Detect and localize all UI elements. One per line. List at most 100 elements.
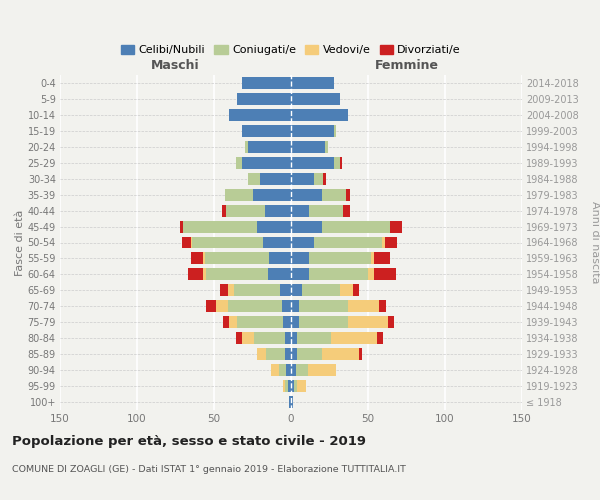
Bar — [229, 109, 291, 121]
Bar — [236, 332, 242, 344]
Bar — [205, 252, 269, 264]
Bar — [331, 332, 377, 344]
Bar — [323, 172, 326, 184]
Bar — [242, 157, 291, 168]
Bar — [271, 364, 278, 376]
Bar — [223, 316, 229, 328]
Bar — [385, 236, 397, 248]
Bar — [359, 348, 362, 360]
Bar — [257, 348, 266, 360]
Bar — [379, 300, 386, 312]
Bar — [193, 236, 263, 248]
Bar — [291, 77, 334, 89]
Bar — [283, 316, 291, 328]
Bar — [291, 141, 325, 153]
Bar — [183, 220, 257, 232]
Bar — [299, 300, 348, 312]
Y-axis label: Anni di nascita: Anni di nascita — [590, 201, 600, 284]
Bar — [203, 252, 205, 264]
Bar — [353, 284, 359, 296]
Bar — [257, 220, 291, 232]
Bar — [278, 364, 286, 376]
Bar — [388, 316, 394, 328]
Bar — [297, 380, 307, 392]
Bar — [348, 300, 379, 312]
Bar — [285, 348, 291, 360]
Legend: Celibi/Nubili, Coniugati/e, Vedovi/e, Divorziati/e: Celibi/Nubili, Coniugati/e, Vedovi/e, Di… — [116, 40, 466, 60]
Bar — [203, 268, 206, 280]
Bar — [310, 252, 371, 264]
Bar — [308, 364, 335, 376]
Bar — [291, 109, 348, 121]
Bar — [215, 300, 228, 312]
Bar — [291, 268, 310, 280]
Bar — [377, 332, 383, 344]
Bar — [340, 157, 342, 168]
Bar — [182, 236, 191, 248]
Text: COMUNE DI ZOAGLI (GE) - Dati ISTAT 1° gennaio 2019 - Elaborazione TUTTITALIA.IT: COMUNE DI ZOAGLI (GE) - Dati ISTAT 1° ge… — [12, 465, 406, 474]
Bar — [234, 284, 280, 296]
Bar — [291, 380, 294, 392]
Bar — [334, 157, 340, 168]
Bar — [291, 172, 314, 184]
Bar — [325, 141, 328, 153]
Bar — [374, 252, 389, 264]
Bar — [265, 204, 291, 216]
Bar — [266, 348, 285, 360]
Bar — [291, 220, 322, 232]
Bar — [343, 204, 350, 216]
Bar — [188, 268, 203, 280]
Bar — [288, 380, 291, 392]
Bar — [314, 236, 382, 248]
Bar — [340, 284, 353, 296]
Bar — [222, 204, 226, 216]
Bar — [291, 348, 297, 360]
Bar — [389, 220, 402, 232]
Bar — [228, 284, 234, 296]
Bar — [322, 188, 346, 200]
Bar — [382, 236, 385, 248]
Bar — [291, 125, 334, 137]
Bar — [297, 332, 331, 344]
Bar — [310, 268, 368, 280]
Bar — [237, 93, 291, 105]
Bar — [242, 77, 291, 89]
Bar — [248, 141, 291, 153]
Bar — [220, 284, 228, 296]
Bar — [291, 252, 310, 264]
Bar — [291, 300, 299, 312]
Bar — [225, 188, 253, 200]
Bar — [191, 236, 193, 248]
Text: Popolazione per età, sesso e stato civile - 2019: Popolazione per età, sesso e stato civil… — [12, 435, 366, 448]
Bar — [291, 236, 314, 248]
Bar — [283, 380, 285, 392]
Bar — [285, 380, 288, 392]
Bar — [302, 284, 340, 296]
Bar — [374, 268, 396, 280]
Bar — [228, 300, 282, 312]
Bar — [245, 141, 248, 153]
Bar — [310, 204, 343, 216]
Bar — [291, 93, 340, 105]
Bar — [285, 332, 291, 344]
Bar — [291, 188, 322, 200]
Bar — [314, 172, 323, 184]
Bar — [296, 364, 308, 376]
Bar — [291, 396, 293, 408]
Bar — [229, 316, 237, 328]
Bar — [260, 172, 291, 184]
Bar — [206, 300, 215, 312]
Bar — [371, 252, 374, 264]
Bar — [291, 284, 302, 296]
Bar — [191, 252, 203, 264]
Bar — [297, 348, 322, 360]
Y-axis label: Fasce di età: Fasce di età — [14, 210, 25, 276]
Bar — [322, 220, 389, 232]
Bar — [242, 332, 254, 344]
Bar — [280, 284, 291, 296]
Bar — [248, 172, 260, 184]
Bar — [291, 157, 334, 168]
Bar — [348, 316, 388, 328]
Bar — [334, 125, 335, 137]
Bar — [346, 188, 350, 200]
